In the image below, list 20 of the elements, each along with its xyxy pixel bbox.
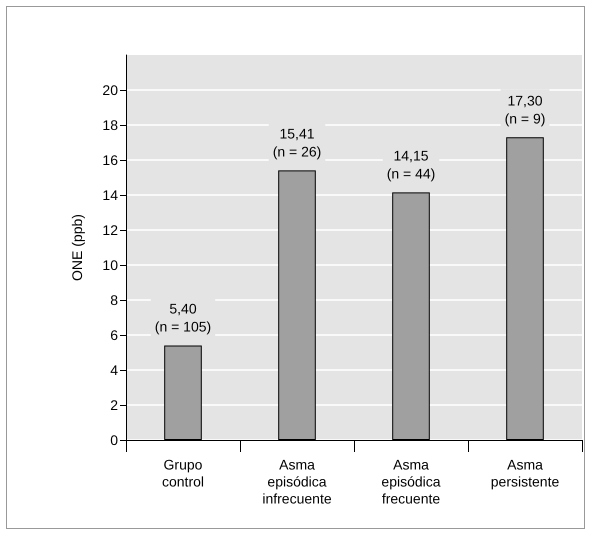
x-tick-label: Asma persistente: [490, 456, 560, 490]
y-tick-label: 0: [110, 432, 118, 448]
y-tick-label: 10: [102, 257, 118, 273]
y-tick-label: 20: [102, 82, 118, 98]
y-tick-label: 18: [102, 117, 118, 133]
data-label: 5,40 (n = 105): [154, 300, 212, 334]
y-tick-label: 4: [110, 362, 118, 378]
data-label: 15,41 (n = 26): [272, 125, 322, 160]
y-tick-label: 6: [110, 327, 118, 343]
x-tick-label: Asma episódica infrecuente: [262, 456, 332, 506]
y-tick-label: 2: [110, 397, 118, 413]
x-tick-label: Grupo control: [162, 456, 204, 490]
y-tick-label: 14: [102, 187, 118, 203]
data-label: 14,15 (n = 44): [386, 147, 436, 182]
y-tick-label: 8: [110, 292, 118, 308]
y-axis-title: ONE (ppb): [69, 214, 85, 281]
x-tick-label: Asma episódica frecuente: [381, 456, 441, 506]
y-tick-label: 16: [102, 152, 118, 168]
data-label: 17,30 (n = 9): [504, 92, 546, 126]
y-tick-label: 12: [102, 222, 118, 238]
